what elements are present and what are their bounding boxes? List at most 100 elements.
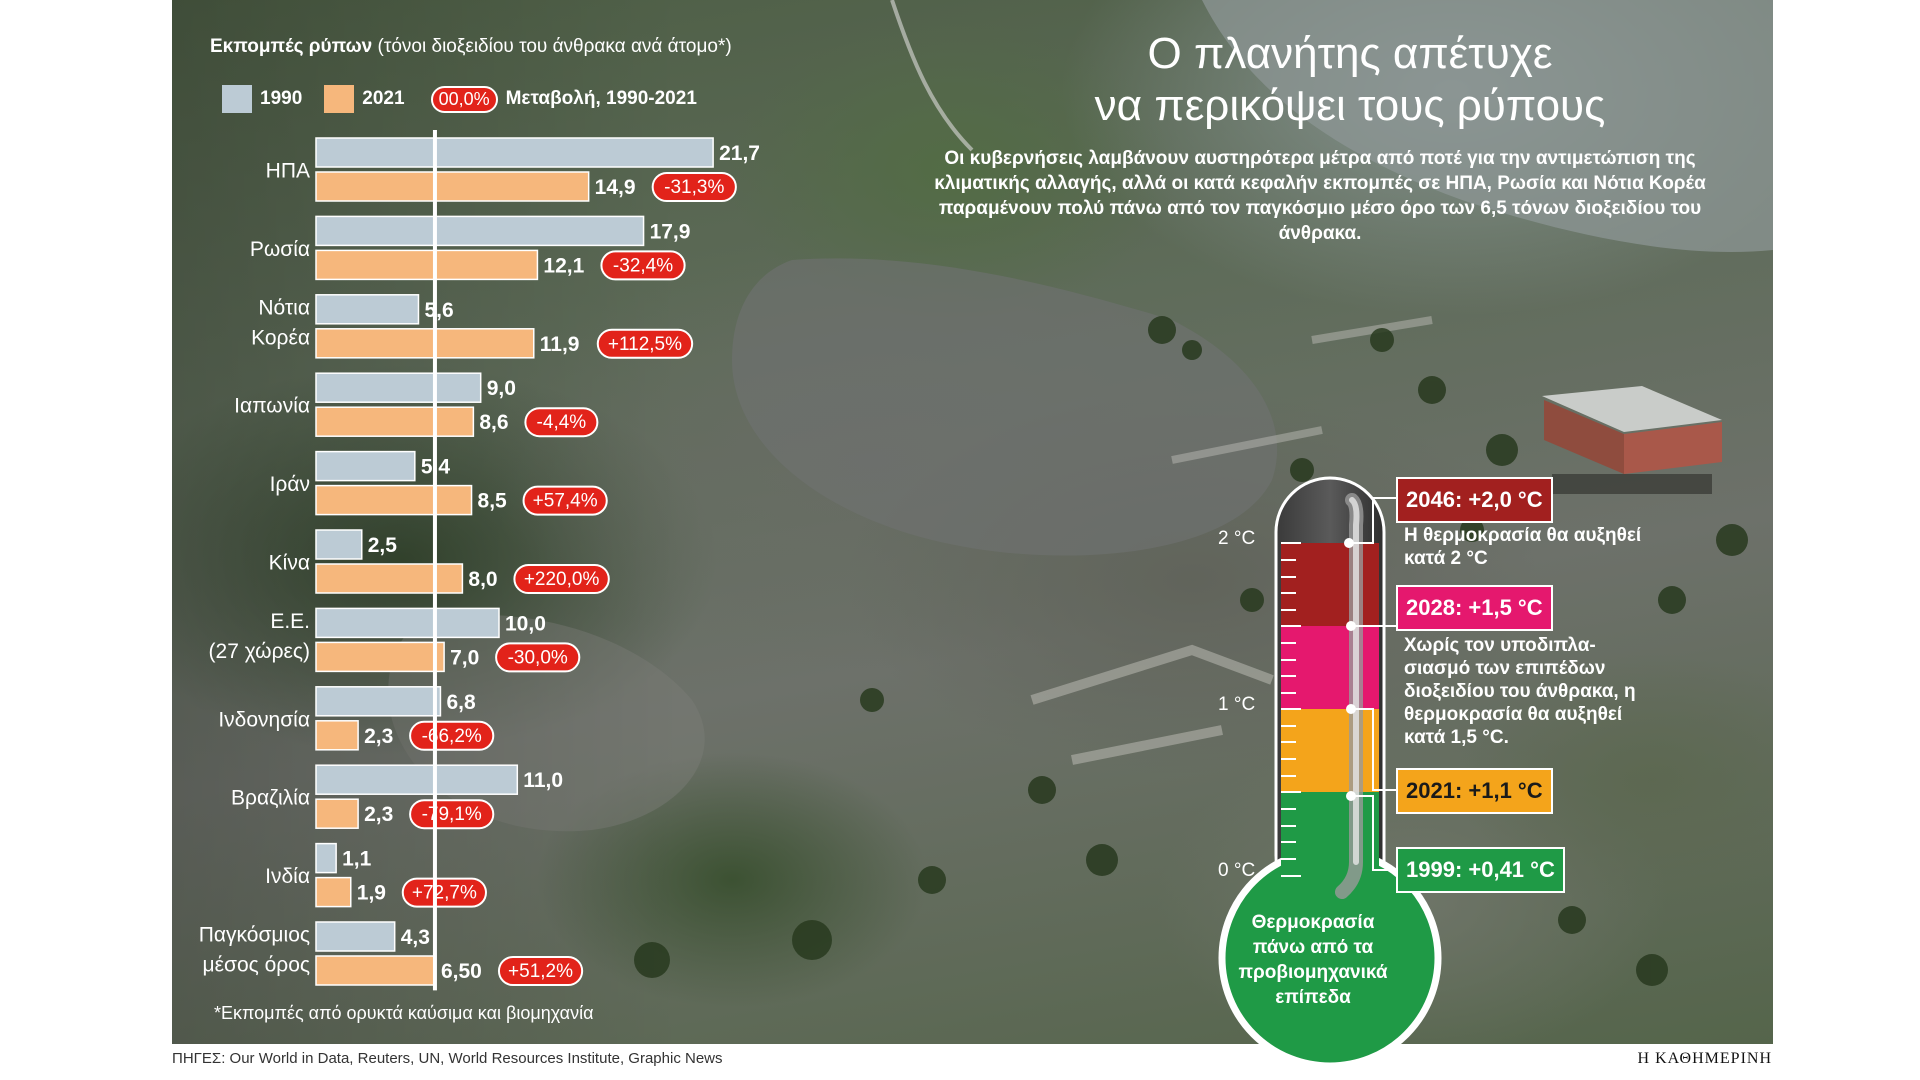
category-label: Νότια [258,296,310,319]
chart-legend: 1990 2021 00,0% Μεταβολή, 1990-2021 [222,84,697,114]
category-label: Ιράν [270,473,310,496]
bar-1990-value: 10,0 [505,612,546,635]
thermometer-bulb-text: Θερμοκρασία πάνω από τα προβιομηχανικά ε… [1238,912,1388,1008]
change-pill [497,956,584,986]
bar-1990-value: 4,3 [401,926,430,949]
main-subtitle: Οι κυβερνήσεις λαμβάνουν αυστηρότερα μέτ… [934,148,1706,244]
segment-pink [1281,626,1379,709]
bar-1990 [315,294,420,325]
bar-2021-value: 6,50 [441,960,482,983]
change-pill [600,250,686,281]
main-title-line1: Ο πλανήτης απέτυχε [1147,29,1553,78]
bar-2021 [315,641,445,673]
chart-title: Εκπομπές ρύπων (τόνοι διοξειδίου του άνθ… [210,36,732,58]
legend-change-pill: 00,0% [430,85,498,113]
legend-swatch-1990 [222,85,252,113]
change-pill-value: -31,3% [664,177,724,198]
milestone-connectors [1344,497,1396,871]
bar-2021 [315,955,436,986]
bar-2021-value: 2,3 [364,725,393,748]
change-pill [522,485,608,516]
milestone-note-2046: Η θερμοκρασία θα αυξηθεί κατά 2 °C [1404,525,1642,569]
bar-2021-value: 12,1 [543,254,584,277]
change-pill [651,172,737,202]
chart-title-bold: Εκπομπές ρύπων [210,36,373,57]
change-pill-value: +72,7% [412,883,477,904]
bar-2021-value: 8,6 [479,411,508,434]
change-pill [409,799,495,830]
bar-2021-value: 1,9 [357,882,386,905]
bar-1990-value: 9,0 [487,377,516,400]
main-title-line2: να περικόψει τους ρύπους [1094,81,1606,130]
bar-2021 [315,328,535,359]
category-label: Ινδία [265,865,310,888]
segment-darkred [1281,543,1379,626]
bar-2021-value: 8,5 [478,490,508,513]
segment-green [1281,792,1379,922]
category-label: Ε.Ε. [270,610,310,633]
change-pill [495,642,581,673]
bar-1990-value: 1,1 [342,848,372,871]
bar-2021 [315,249,539,281]
change-pill [524,407,599,438]
bar-1990 [315,921,396,952]
bar-2021-value: 14,9 [595,176,636,199]
bar-1990 [315,450,416,482]
scale-label-2c: 2 °C [1218,528,1256,549]
segment-orange [1281,709,1379,792]
category-label: μέσος όρος [203,954,310,977]
milestone-tag-2028: 2028: +1,5 °C [1396,585,1553,631]
chart-title-rest: (τόνοι διοξειδίου του άνθρακα ανά άτομο*… [372,36,732,57]
change-pill [513,564,610,594]
category-label: (27 χώρες) [209,640,310,663]
bar-1990 [315,686,442,717]
publisher-brand: Η ΚΑΘΗΜΕΡΙΝΗ [1637,1050,1772,1067]
category-label: Ρωσία [250,238,310,261]
bar-1990-value: 17,9 [650,220,691,243]
change-pill-value: -32,4% [613,255,673,276]
change-pill-value: -30,0% [508,647,568,668]
category-label: Βραζιλία [231,787,310,810]
bar-1990-value: 2,5 [368,534,398,557]
bar-1990-value: 5,6 [424,299,453,322]
change-pill-value: +112,5% [608,334,682,355]
category-label: Παγκόσμιος [199,924,310,947]
bar-1990 [315,764,519,795]
thermometer-ticks [1281,542,1301,877]
bar-2021-value: 2,3 [364,803,393,826]
bar-2021 [315,484,473,516]
change-pill [409,720,495,751]
bar-2021 [315,798,359,829]
bar-2021-value: 8,0 [468,568,497,591]
bar-2021-value: 7,0 [450,646,479,669]
legend-change-label: Μεταβολή, 1990-2021 [505,88,697,109]
bar-1990 [315,215,645,247]
bar-1990 [315,842,337,874]
category-label: Ινδονησία [218,708,310,731]
change-pill-value: +220,0% [524,569,600,590]
bar-1990-value: 21,7 [719,142,760,165]
legend-label-2021: 2021 [362,88,405,109]
emissions-bar-chart: 21,7 14,9 -31,3% ΗΠΑ 17,9 12,1 -32,4% Ρωσία 5,6 1… [199,130,760,991]
bar-1990 [315,529,363,560]
bar-2021 [315,406,475,437]
chart-footnote: *Εκπομπές από ορυκτά καύσιμα και βιομηχα… [214,1003,594,1023]
bar-2021 [315,171,590,202]
bar-2021 [315,563,464,594]
bar-2021 [315,720,359,751]
scale-label-1c: 1 °C [1218,694,1256,715]
bar-2021-value: 11,9 [540,333,580,356]
bar-1990-value: 6,8 [446,691,476,714]
legend-swatch-2021 [324,85,355,113]
milestone-tag-1999: 1999: +0,41 °C [1396,847,1565,893]
change-pill-value: +51,2% [508,961,573,982]
bar-2021 [315,876,352,908]
legend-label-1990: 1990 [260,88,303,109]
change-pill-value: -4,4% [537,412,587,433]
milestone-tag-2046: 2046: +2,0 °C [1396,477,1553,523]
milestone-note-2028: Χωρίς τον υποδιπλα- σιασμό των επιπέδων … [1404,635,1636,748]
change-pill [596,328,694,359]
category-label: Κορέα [251,326,310,349]
bar-1990 [315,137,714,168]
